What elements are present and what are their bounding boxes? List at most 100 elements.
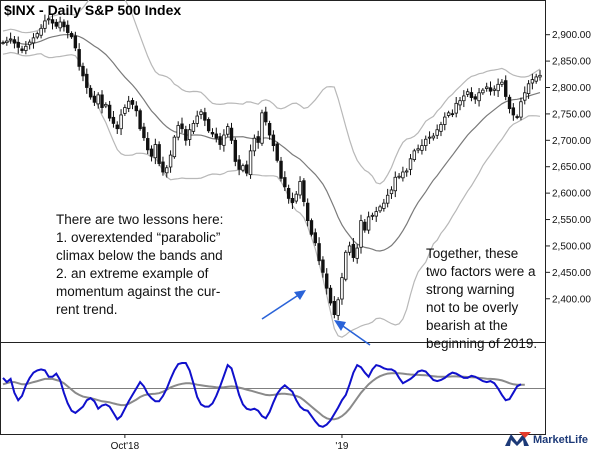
chart-frame <box>0 0 546 435</box>
candle <box>203 107 207 127</box>
candle <box>336 297 340 321</box>
candle <box>27 39 32 50</box>
y-tick-label: 2,900.00 <box>552 30 591 41</box>
candle <box>176 121 180 141</box>
candle <box>252 134 257 157</box>
candle <box>8 32 13 44</box>
candle <box>477 88 481 107</box>
candle <box>523 86 527 105</box>
candle <box>328 285 333 306</box>
candle <box>16 36 20 54</box>
candle <box>256 130 260 149</box>
candle <box>378 204 382 213</box>
candlesticks <box>1 13 542 321</box>
candle <box>50 13 55 30</box>
candle <box>351 238 356 262</box>
candle <box>142 122 146 141</box>
candle <box>69 31 74 39</box>
candle <box>317 237 321 265</box>
candle <box>325 268 329 295</box>
candle <box>100 90 104 114</box>
candle <box>492 85 496 96</box>
candle <box>424 135 428 151</box>
candle <box>355 244 359 264</box>
y-tick-label: 2,450.00 <box>552 268 591 279</box>
candle <box>526 80 531 99</box>
candle <box>408 154 413 176</box>
lower-band-line <box>2 51 541 338</box>
candle <box>1 40 5 45</box>
brand-logo: MarketLife <box>504 432 588 448</box>
candle <box>389 186 394 199</box>
candle <box>401 166 405 182</box>
arrow-right-head <box>334 320 346 331</box>
indicator-slow-line <box>2 372 525 421</box>
candle <box>153 138 158 165</box>
candle <box>180 117 184 133</box>
y-axis: 2,900.00 2,850.00 2,800.00 2,750.00 2,700.00… <box>545 30 591 305</box>
y-tick-label: 2,550.00 <box>552 215 591 226</box>
candle <box>88 85 93 100</box>
candle <box>35 31 39 40</box>
candle <box>5 36 9 46</box>
candle <box>92 90 97 106</box>
candle <box>195 110 199 128</box>
candle <box>305 198 310 227</box>
candle <box>184 125 188 146</box>
candle <box>420 139 424 155</box>
candle <box>20 45 24 54</box>
candle <box>431 132 436 141</box>
candle <box>298 176 302 199</box>
candle <box>385 188 390 208</box>
candle <box>488 81 493 96</box>
indicator-fast-line <box>2 362 522 428</box>
candle <box>260 109 264 146</box>
candle <box>248 144 253 179</box>
candle <box>332 296 337 319</box>
x-tick-label: Oct'18 <box>111 441 140 452</box>
candle <box>340 272 344 305</box>
candle <box>39 24 43 39</box>
candle <box>504 75 508 101</box>
x-axis: Oct'18 '19 <box>111 434 349 452</box>
candle <box>130 97 135 110</box>
y-tick-label: 2,750.00 <box>552 109 591 120</box>
candle <box>47 15 51 25</box>
candle <box>123 104 127 117</box>
candle <box>264 106 268 126</box>
y-tick-label: 2,850.00 <box>552 57 591 68</box>
candle <box>134 101 138 117</box>
candle <box>24 41 28 55</box>
candle <box>43 14 47 33</box>
candle <box>267 120 272 140</box>
candle <box>519 97 523 121</box>
candle <box>275 141 279 163</box>
candle <box>496 78 500 98</box>
candle <box>206 117 211 133</box>
chart-title: $INX - Daily S&P 500 Index <box>4 2 181 18</box>
candle <box>412 148 417 162</box>
candle <box>241 163 245 173</box>
candle <box>191 120 196 134</box>
candle <box>439 121 443 137</box>
brand-mark-icon <box>504 432 531 446</box>
candle <box>279 156 283 182</box>
candle <box>473 94 477 104</box>
candle <box>366 211 371 234</box>
candle <box>138 108 142 131</box>
candle <box>450 109 455 118</box>
y-tick-label: 2,500.00 <box>552 241 591 252</box>
candle <box>370 212 375 221</box>
candle <box>507 94 512 114</box>
candle <box>168 150 173 173</box>
candle <box>210 128 215 138</box>
candle <box>31 33 36 49</box>
candle <box>290 192 295 209</box>
candle <box>363 219 367 233</box>
bollinger-bands <box>2 0 541 338</box>
candle <box>484 82 489 92</box>
candle <box>283 171 287 192</box>
candle <box>96 92 100 109</box>
candle <box>149 145 154 162</box>
left-annotation: There are two lessons here: 1. overexten… <box>56 212 224 317</box>
